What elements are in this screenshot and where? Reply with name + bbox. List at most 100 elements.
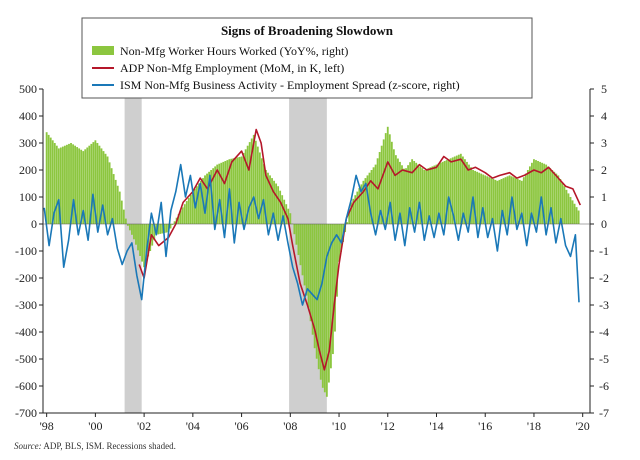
- hours-worked-bar: [392, 149, 395, 224]
- hours-worked-bar: [216, 164, 219, 224]
- hours-worked-bar: [242, 152, 245, 224]
- hours-worked-bar: [145, 224, 148, 262]
- hours-worked-bar: [218, 163, 221, 224]
- hours-worked-bar: [557, 175, 560, 224]
- x-tick-label: '98: [40, 419, 54, 433]
- hours-worked-bar: [72, 144, 74, 224]
- hours-worked-bar: [254, 140, 257, 224]
- hours-worked-bar: [57, 148, 60, 224]
- hours-worked-bar: [494, 179, 497, 224]
- hours-worked-bar: [455, 155, 458, 224]
- hours-worked-bar: [66, 144, 68, 224]
- left-axis-ticks: 500 400 300 200 100 0 -100 -200 -300 -400 -500 -600…: [15, 82, 43, 420]
- hours-worked-bar: [277, 186, 280, 224]
- source-label: Source:: [14, 441, 42, 451]
- hours-worked-bar: [545, 164, 548, 224]
- hours-worked-bar: [531, 162, 533, 224]
- right-tick-label: -2: [599, 271, 609, 285]
- hours-worked-bar: [445, 160, 448, 224]
- x-axis-ticks: '98 '00 '02 '04 '06 '08 '10 '12 '14 '16 '18 '20: [40, 413, 590, 433]
- hours-worked-bar: [502, 178, 505, 224]
- hours-worked-bar: [110, 168, 113, 224]
- hours-worked-bar: [232, 158, 235, 224]
- hours-worked-bar: [512, 177, 515, 224]
- hours-worked-bar: [181, 207, 184, 224]
- hours-worked-bar: [252, 134, 255, 224]
- hours-worked-bar: [250, 138, 253, 224]
- hours-worked-bar: [490, 178, 493, 224]
- right-tick-label: 3: [601, 136, 607, 150]
- hours-worked-bar: [267, 172, 269, 224]
- hours-worked-bar: [258, 152, 261, 224]
- hours-worked-bar: [92, 142, 95, 224]
- left-tick-label: 200: [19, 163, 37, 177]
- hours-worked-bar: [526, 170, 529, 224]
- hours-worked-bar: [244, 149, 247, 224]
- hours-worked-bar: [553, 171, 556, 224]
- hours-worked-bar: [80, 149, 83, 224]
- hours-worked-bar: [106, 156, 109, 224]
- hours-worked-bar: [372, 167, 375, 224]
- left-tick-label: 0: [31, 217, 37, 231]
- left-tick-label: 100: [19, 190, 37, 204]
- hours-worked-bar: [577, 210, 580, 224]
- hours-worked-bar: [543, 163, 546, 224]
- hours-worked-bar: [537, 161, 539, 224]
- hours-worked-bar: [451, 157, 454, 224]
- hours-worked-bar: [435, 164, 438, 224]
- hours-worked-bar: [195, 186, 198, 224]
- hours-worked-bar: [380, 145, 383, 224]
- hours-worked-bar: [573, 203, 576, 224]
- hours-worked-bar: [200, 180, 202, 224]
- hours-worked-bar: [569, 197, 572, 224]
- right-tick-label: 5: [601, 82, 607, 96]
- hours-worked-bar: [161, 224, 164, 234]
- x-tick-label: '12: [381, 419, 395, 433]
- hours-worked-bar: [226, 160, 229, 224]
- x-tick-label: '16: [478, 419, 492, 433]
- right-tick-label: 4: [601, 109, 607, 123]
- hours-worked-bar: [275, 183, 278, 224]
- legend-label-adp: ADP Non-Mfg Employment (MoM, in K, left): [120, 61, 344, 75]
- hours-worked-bar: [447, 159, 450, 224]
- hours-worked-bar: [84, 149, 87, 224]
- hours-worked-bar: [141, 224, 143, 262]
- hours-worked-bar: [301, 224, 304, 276]
- hours-worked-bar: [305, 224, 308, 296]
- hours-worked-bar: [108, 162, 111, 224]
- x-tick-label: '02: [137, 419, 151, 433]
- hours-worked-bar: [547, 166, 550, 224]
- hours-worked-bar: [112, 174, 115, 224]
- x-tick-label: '20: [576, 419, 590, 433]
- hours-worked-bar: [311, 224, 314, 335]
- hours-worked-bar: [49, 137, 52, 224]
- hours-worked-bar: [309, 224, 312, 322]
- hours-worked-bar: [76, 147, 79, 224]
- hours-worked-bar: [198, 183, 200, 224]
- hours-worked-bar: [323, 224, 326, 393]
- hours-worked-bar: [388, 134, 391, 224]
- adp-employment-line: [138, 128, 582, 371]
- hours-worked-bar: [59, 147, 62, 224]
- hours-worked-bars: [45, 126, 580, 397]
- hours-worked-bar: [506, 176, 509, 224]
- hours-worked-bar: [273, 180, 275, 224]
- hours-worked-bar: [415, 162, 418, 224]
- hours-worked-bar: [220, 162, 223, 224]
- hours-worked-bar: [535, 160, 537, 224]
- hours-worked-bar: [407, 165, 409, 224]
- hours-worked-bar: [466, 161, 468, 224]
- hours-worked-bar: [522, 177, 525, 224]
- hours-worked-bar: [528, 166, 531, 224]
- hours-worked-bar: [336, 224, 338, 297]
- hours-worked-bar: [384, 133, 387, 224]
- ism-spread-line: [43, 163, 580, 306]
- hours-worked-bar: [549, 168, 552, 224]
- hours-worked-bar: [248, 142, 251, 224]
- series-lines: [43, 128, 582, 371]
- hours-worked-bar: [417, 164, 420, 224]
- legend-label-hours: Non-Mfg Worker Hours Worked (YoY%, right…: [120, 44, 348, 58]
- hours-worked-bar: [461, 156, 464, 224]
- hours-worked-bar: [356, 191, 359, 224]
- hours-worked-bar: [516, 179, 519, 224]
